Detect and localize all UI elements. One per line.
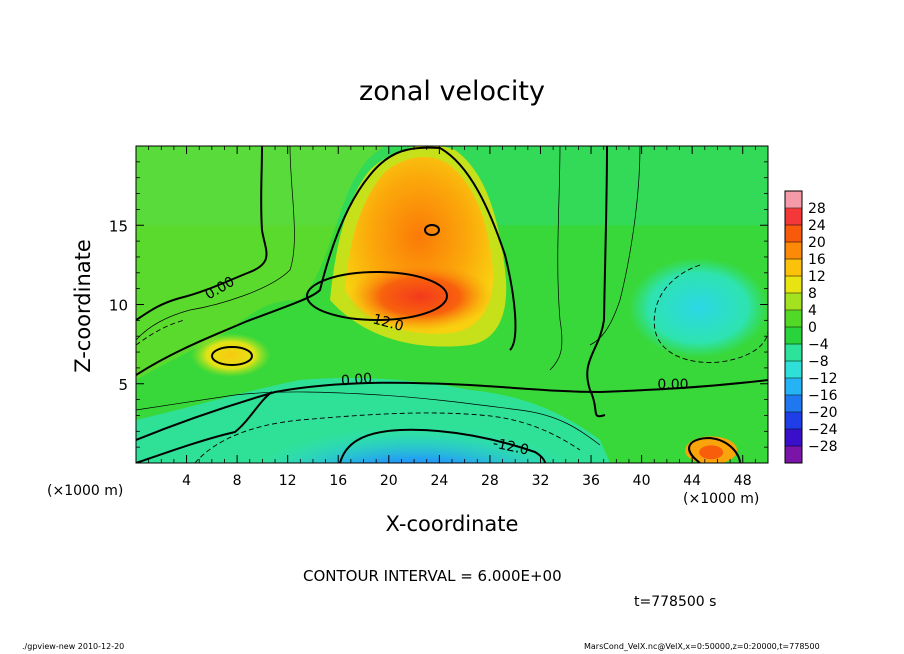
contour-zero-right <box>586 146 608 418</box>
colorbar-label: −24 <box>808 422 838 438</box>
colorbar-label: −28 <box>808 439 838 455</box>
colorbar-label: −8 <box>808 354 829 370</box>
contour-minus-twelve <box>339 428 546 463</box>
contour-dashed-right <box>653 264 768 363</box>
contour-zero-bottom <box>136 391 273 463</box>
colorbar-label: −16 <box>808 388 838 404</box>
colorbar-label: 12 <box>808 269 826 285</box>
colorbar-label: 4 <box>808 303 817 319</box>
time-label: t=778500 s <box>634 594 717 610</box>
colorbar-label: −12 <box>808 371 838 387</box>
contour-dashed-lower <box>194 412 581 463</box>
colorbar-swatch <box>785 293 802 311</box>
x-tick-label: 48 <box>734 473 752 489</box>
contour-label: -12.0 <box>491 435 530 458</box>
contour-thin-1 <box>136 146 295 341</box>
contour-zero-left <box>136 146 268 321</box>
colorbar-label: 20 <box>808 235 826 251</box>
x-tick-label: 8 <box>233 473 242 489</box>
colorbar-swatch <box>785 446 802 464</box>
contour-right-max <box>688 436 741 463</box>
x-tick-label: 16 <box>329 473 347 489</box>
colorbar-swatch <box>785 344 802 362</box>
field-min-core <box>265 415 563 463</box>
contour-label: 12.0 <box>371 311 405 335</box>
contour-dashed-left <box>136 319 186 346</box>
x-tick-label: 4 <box>182 473 191 489</box>
contour-upper-max <box>424 224 440 236</box>
x-unit-left: (×1000 m) <box>47 483 124 499</box>
y-axis-label: Z-coordinate <box>71 239 95 373</box>
colorbar-swatch <box>785 395 802 413</box>
field-right-jet-core <box>699 445 724 460</box>
colorbar-swatch <box>785 361 802 379</box>
x-tick-label: 20 <box>380 473 398 489</box>
y-tick-label: 15 <box>109 217 128 235</box>
x-tick-label: 32 <box>532 473 550 489</box>
colorbar-swatch <box>785 327 802 345</box>
colorbar-swatch <box>785 191 802 209</box>
chart-title: zonal velocity <box>359 76 545 107</box>
colorbar-swatch <box>785 412 802 430</box>
x-tick-label: 44 <box>683 473 701 489</box>
colorbar-label: 28 <box>808 201 826 217</box>
contour-zero-lower <box>136 379 768 441</box>
contour-interval-text: CONTOUR INTERVAL = 6.000E+00 <box>303 567 562 585</box>
x-tick-label: 28 <box>481 473 499 489</box>
footer-left: ./gpview-new 2010-12-20 <box>22 642 125 651</box>
colorbar-swatch <box>785 225 802 243</box>
colorbar-label: 0 <box>808 320 817 336</box>
contour-label: 0.00 <box>340 371 372 390</box>
y-tick-label: 10 <box>109 297 128 315</box>
colorbar-swatch <box>785 310 802 328</box>
footer-right: MarsCond_VelX.nc@VelX,x=0:50000,z=0:2000… <box>584 642 820 651</box>
contour-thin-3 <box>589 146 641 346</box>
colorbar-swatch <box>785 429 802 447</box>
x-axis-label: X-coordinate <box>385 512 519 536</box>
contour-thin-4 <box>136 391 601 446</box>
colorbar-swatch <box>785 259 802 277</box>
x-tick-label: 12 <box>279 473 297 489</box>
field-max-core <box>348 262 493 331</box>
colorbar-label: 24 <box>808 218 826 234</box>
colorbar-label: −4 <box>808 337 829 353</box>
field-right-negative <box>628 257 768 358</box>
colorbar-label: 8 <box>808 286 817 302</box>
x-tick-label: 40 <box>633 473 651 489</box>
colorbar-swatch <box>785 378 802 396</box>
contour-left-max <box>211 346 253 366</box>
x-unit-right: (×1000 m) <box>683 491 760 507</box>
colorbar-swatch <box>785 208 802 226</box>
colorbar-label: 16 <box>808 252 826 268</box>
contour-label: 0.00 <box>657 377 688 393</box>
contour-thin-2 <box>549 146 563 371</box>
contour-eighteen <box>306 271 448 321</box>
field-left-jet <box>190 333 271 378</box>
x-tick-label: 36 <box>582 473 600 489</box>
colorbar-swatch <box>785 242 802 260</box>
colorbar-swatch <box>785 276 802 294</box>
x-tick-label: 24 <box>430 473 448 489</box>
y-tick-label: 5 <box>118 376 128 394</box>
colorbar-label: −20 <box>808 405 838 421</box>
contour-twelve <box>136 146 517 376</box>
